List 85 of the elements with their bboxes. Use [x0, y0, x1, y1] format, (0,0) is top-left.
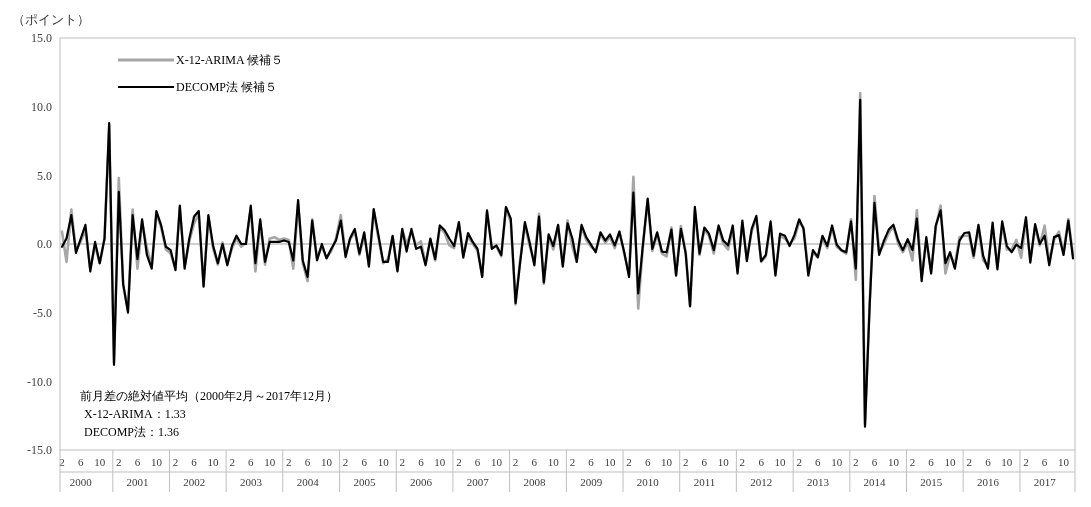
x-tick-label: 2 — [909, 456, 916, 468]
x-tick-label: 10 — [1001, 456, 1013, 468]
text: 2001 — [126, 476, 149, 488]
text: 2015 — [920, 476, 943, 488]
x-tick-label: 2 — [739, 456, 746, 468]
text: 2002 — [183, 476, 206, 488]
x-tick-label: 2 — [172, 456, 179, 468]
x-tick-label: 10 — [887, 456, 900, 468]
x-tick-label: 2 — [626, 456, 632, 468]
x-tick-label: 6 — [928, 456, 935, 468]
y-axis-title: （ポイント） — [12, 12, 90, 27]
text: 2006 — [410, 476, 433, 488]
text: 2005 — [353, 476, 376, 488]
x-tick-label: 10 — [661, 456, 673, 468]
text: 2010 — [636, 476, 660, 488]
x-tick-label: 6 — [474, 456, 481, 468]
x-tick-label: 10 — [150, 456, 163, 468]
y-tick-label: -15.0 — [27, 443, 52, 458]
x-tick-label: 2 — [456, 456, 462, 468]
annotation: X-12-ARIMA：1.33 — [84, 407, 186, 421]
y-tick-label: -5.0 — [33, 305, 52, 320]
text: 2009 — [580, 476, 603, 488]
x-tick-label: 2 — [569, 456, 576, 468]
legend-label: DECOMP法 候補５ — [176, 80, 278, 95]
x-tick-label: 10 — [207, 456, 220, 468]
x-tick-label: 10 — [774, 456, 787, 468]
x-tick-label: 10 — [1058, 456, 1070, 468]
x-tick-label: 2 — [399, 456, 406, 468]
x-tick-label: 10 — [717, 456, 730, 468]
x-tick-label: 6 — [871, 456, 878, 468]
x-tick-label: 6 — [418, 456, 425, 468]
text: 2016 — [977, 476, 1000, 488]
x-tick-label: 6 — [588, 456, 595, 468]
x-tick-label: 2 — [286, 456, 292, 468]
x-tick-label: 10 — [547, 456, 560, 468]
y-tick-label: 5.0 — [37, 168, 52, 183]
text: 2017 — [1033, 476, 1057, 488]
x-tick-label: 10 — [434, 456, 446, 468]
text: 2012 — [750, 476, 773, 488]
x-tick-label: 6 — [531, 456, 538, 468]
x-tick-label: 6 — [191, 456, 198, 468]
x-tick-label: 6 — [985, 456, 992, 468]
x-tick-label: 6 — [644, 456, 651, 468]
x-tick-label: 2 — [229, 456, 235, 468]
x-tick-label: 10 — [377, 456, 390, 468]
x-tick-label: 2 — [59, 456, 65, 468]
x-tick-label: 6 — [815, 456, 822, 468]
x-tick-label: 6 — [304, 456, 311, 468]
annotation: 前月差の絶対値平均（2000年2月～2017年12月） — [80, 389, 338, 403]
x-tick-label: 10 — [94, 456, 106, 468]
x-tick-label: 2 — [682, 456, 689, 468]
x-tick-label: 2 — [853, 456, 859, 468]
x-tick-label: 2 — [512, 456, 519, 468]
text: 2007 — [466, 476, 490, 488]
legend-label: X-12-ARIMA 候補５ — [176, 53, 283, 68]
x-tick-label: 2 — [1023, 456, 1029, 468]
x-tick-label: 10 — [944, 456, 957, 468]
x-tick-label: 10 — [264, 456, 276, 468]
x-tick-label: 6 — [758, 456, 765, 468]
x-tick-label: 6 — [361, 456, 368, 468]
text: 2004 — [296, 476, 320, 488]
y-tick-label: -10.0 — [27, 374, 52, 389]
x-tick-label: 6 — [1041, 456, 1048, 468]
text: 2008 — [523, 476, 546, 488]
x-tick-label: 10 — [490, 456, 503, 468]
x-tick-label: 6 — [248, 456, 255, 468]
text: 2013 — [806, 476, 830, 488]
x-tick-label: 2 — [116, 456, 122, 468]
text: 2003 — [239, 476, 263, 488]
x-tick-label: 2 — [966, 456, 972, 468]
x-tick-label: 10 — [604, 456, 616, 468]
text: 2000 — [69, 476, 93, 488]
x-tick-label: 6 — [78, 456, 85, 468]
x-tick-label: 2 — [342, 456, 349, 468]
text: 2011 — [693, 476, 716, 488]
y-tick-label: 15.0 — [31, 31, 52, 46]
y-tick-label: 0.0 — [37, 237, 52, 252]
y-tick-label: 10.0 — [31, 99, 52, 114]
text: 2014 — [863, 476, 887, 488]
x-tick-label: 10 — [321, 456, 333, 468]
x-tick-label: 6 — [134, 456, 141, 468]
annotation: DECOMP法：1.36 — [84, 425, 180, 439]
x-tick-label: 2 — [796, 456, 802, 468]
x-tick-label: 6 — [701, 456, 708, 468]
x-tick-label: 10 — [831, 456, 843, 468]
